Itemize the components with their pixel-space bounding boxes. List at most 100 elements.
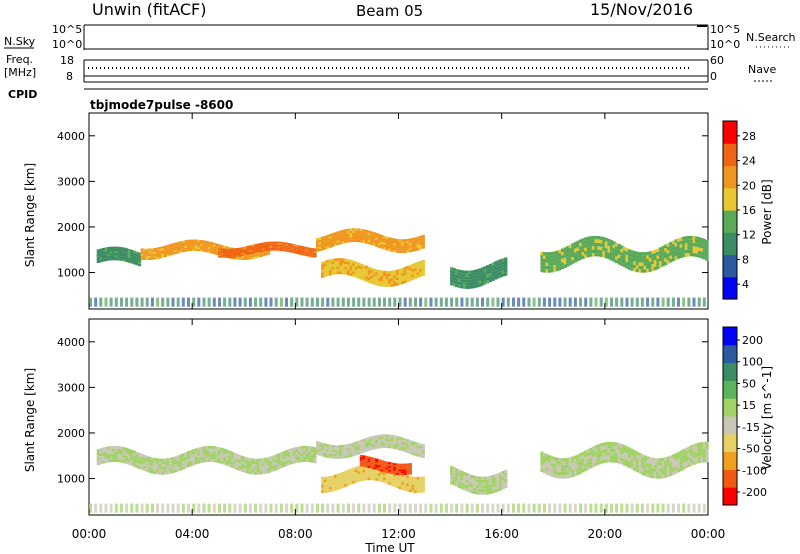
power-echo-cell [638, 255, 642, 259]
velocity-echo-cell [517, 503, 521, 513]
power-echo-cell [700, 241, 704, 245]
velocity-echo-cell [279, 457, 284, 461]
power-echo-cell [145, 250, 149, 253]
velocity-echo-cell [323, 479, 327, 483]
power-echo-cell [220, 256, 224, 258]
power-echo-cell [460, 297, 464, 307]
power-echo-cell [594, 249, 598, 253]
velocity-echo-cell [292, 447, 296, 451]
velocity-echo-cell [125, 461, 129, 464]
velocity-echo-cell [308, 454, 312, 457]
power-echo-cell [602, 250, 606, 255]
velocity-echo-cell [161, 469, 165, 472]
velocity-colorbar-tick-label: 100 [742, 356, 763, 369]
power-echo-cell [599, 250, 603, 254]
power-echo-cell [261, 245, 265, 247]
power-echo-cell [171, 297, 175, 307]
velocity-echo-cell [303, 448, 307, 452]
velocity-echo-cell [339, 478, 343, 481]
velocity-echo-cell [339, 452, 343, 455]
velocity-echo-cell [630, 455, 634, 460]
velocity-echo-cell [390, 468, 394, 471]
power-echo-cell [499, 271, 503, 275]
power-echo-cell [251, 250, 255, 253]
velocity-echo-cell [362, 450, 366, 453]
velocity-echo-cell [313, 449, 317, 453]
velocity-echo-cell [653, 471, 657, 476]
velocity-echo-cell [589, 503, 593, 513]
velocity-echo-cell [287, 451, 291, 455]
velocity-echo-cell [643, 469, 647, 473]
velocity-echo-cell [297, 446, 302, 450]
power-echo-cell [207, 297, 211, 307]
power-echo-cell [114, 255, 118, 258]
velocity-echo-cell [434, 503, 438, 513]
velocity-echo-cell [179, 457, 183, 460]
velocity-echo-cell [419, 484, 423, 488]
velocity-echo-cell [669, 465, 673, 470]
power-echo-cell [352, 235, 356, 238]
power-echo-cell [395, 282, 400, 286]
power-echo-cell [349, 230, 353, 234]
power-echo-cell [571, 250, 575, 254]
power-echo-cell [344, 231, 348, 234]
velocity-echo-cell [610, 445, 614, 449]
velocity-echo-cell [558, 464, 562, 469]
velocity-echo-cell [171, 462, 175, 466]
velocity-echo-cell [666, 503, 670, 513]
power-colorbar-segment [723, 121, 737, 144]
power-echo-cell [228, 247, 232, 250]
power-echo-cell [542, 255, 547, 259]
power-echo-cell [145, 256, 149, 259]
velocity-echo-cell [233, 458, 237, 461]
power-echo-cell [695, 236, 699, 240]
velocity-echo-cell [450, 478, 454, 482]
power-echo-cell [499, 262, 503, 266]
power-echo-cell [223, 297, 227, 307]
power-echo-cell [555, 260, 559, 265]
velocity-echo-cell [199, 446, 204, 450]
power-echo-cell [138, 263, 142, 267]
velocity-echo-cell [411, 487, 415, 490]
power-echo-cell [218, 251, 222, 253]
velocity-echo-cell [264, 471, 268, 474]
velocity-echo-cell [687, 456, 691, 461]
power-echo-cell [501, 267, 505, 271]
power-echo-cell [184, 244, 188, 246]
velocity-echo-cell [150, 460, 155, 463]
power-echo-cell [354, 269, 358, 273]
velocity-echo-cell [267, 465, 271, 468]
velocity-echo-cell [679, 464, 683, 468]
velocity-echo-cell [187, 464, 191, 468]
power-echo-cell [408, 245, 412, 248]
velocity-echo-cell [290, 458, 294, 462]
velocity-echo-cell [336, 447, 340, 450]
velocity-echo-cell [277, 461, 281, 464]
velocity-echo-cell [697, 456, 701, 460]
power-echo-cell [295, 252, 299, 254]
velocity-echo-cell [285, 455, 289, 459]
velocity-echo-cell [367, 469, 371, 473]
power-echo-cell [635, 265, 639, 269]
power-echo-cell [101, 257, 106, 260]
power-echo-cell [620, 245, 624, 249]
velocity-echo-cell [261, 471, 265, 475]
velocity-echo-cell [540, 451, 544, 455]
velocity-echo-cell [671, 461, 676, 465]
power-echo-cell [282, 249, 286, 252]
power-echo-cell [385, 243, 389, 246]
power-echo-cell [161, 253, 165, 256]
power-echo-cell [643, 265, 647, 270]
power-echo-cell [187, 247, 191, 250]
power-echo-cell [238, 249, 242, 251]
velocity-echo-cell [674, 460, 678, 464]
power-echo-cell [169, 246, 173, 248]
power-echo-cell [630, 297, 634, 307]
velocity-echo-cell [372, 465, 376, 468]
power-colorbar-tick-label: 4 [742, 278, 749, 291]
velocity-echo-cell [269, 461, 273, 465]
velocity-echo-cell [550, 466, 554, 470]
power-echo-cell [336, 231, 340, 234]
power-echo-cell [189, 249, 193, 251]
velocity-echo-cell [339, 456, 343, 459]
